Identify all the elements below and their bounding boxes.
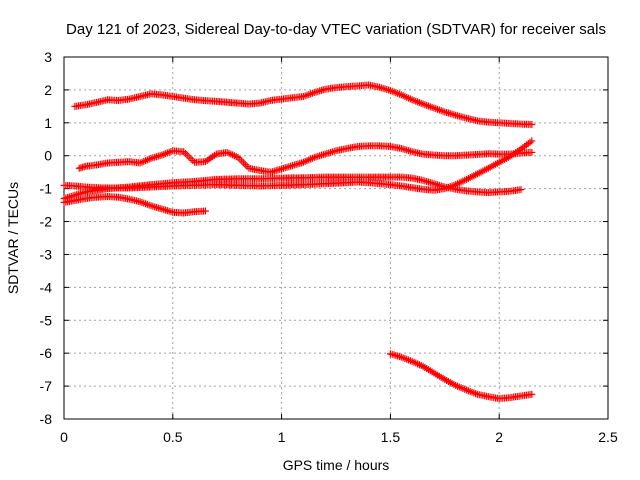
series-arc-4 — [60, 173, 525, 203]
y-tick-label: 3 — [44, 49, 52, 65]
y-tick-label: -6 — [40, 345, 53, 361]
series-arc-3 — [60, 137, 536, 194]
y-tick-label: -4 — [40, 279, 53, 295]
data-point-marker — [240, 159, 248, 167]
data-point-marker — [517, 186, 525, 194]
x-tick-label: 1.5 — [381, 429, 401, 445]
chart-title: Day 121 of 2023, Sidereal Day-to-day VTE… — [66, 21, 606, 38]
x-tick-label: 2.5 — [598, 429, 618, 445]
data-point-marker — [185, 153, 193, 161]
data-point-marker — [183, 151, 191, 159]
data-point-marker — [528, 120, 536, 128]
y-tick-label: -7 — [40, 378, 53, 394]
data-point-marker — [528, 148, 536, 156]
y-tick-label: -3 — [40, 246, 53, 262]
series-arc-1 — [71, 81, 536, 128]
plot-frame — [63, 56, 609, 420]
data-point-marker — [189, 157, 197, 165]
data-point-marker — [238, 157, 246, 165]
data-point-marker — [201, 207, 209, 215]
y-tick-label: -2 — [40, 214, 53, 230]
series-arc-2 — [75, 142, 536, 176]
y-tick-label: -8 — [40, 411, 53, 427]
x-tick-label: 0.5 — [163, 429, 183, 445]
y-tick-label: 0 — [44, 148, 52, 164]
series-arc-5 — [60, 193, 209, 217]
data-point-marker — [241, 161, 249, 169]
y-tick-label: -1 — [40, 181, 53, 197]
x-tick-label: 2 — [495, 429, 503, 445]
x-axis-label: GPS time / hours — [283, 457, 390, 473]
y-axis-label: SDTVAR / TECUs — [5, 182, 21, 294]
y-tick-label: 2 — [44, 82, 52, 98]
data-point-marker — [187, 155, 195, 163]
y-tick-label: 1 — [44, 115, 52, 131]
series-arc-6 — [386, 350, 536, 403]
x-tick-label: 1 — [278, 429, 286, 445]
x-tick-label: 0 — [60, 429, 68, 445]
data-point-marker — [528, 390, 536, 398]
data-point-marker — [180, 148, 188, 156]
data-point-marker — [528, 137, 536, 145]
y-tick-label: -5 — [40, 312, 53, 328]
